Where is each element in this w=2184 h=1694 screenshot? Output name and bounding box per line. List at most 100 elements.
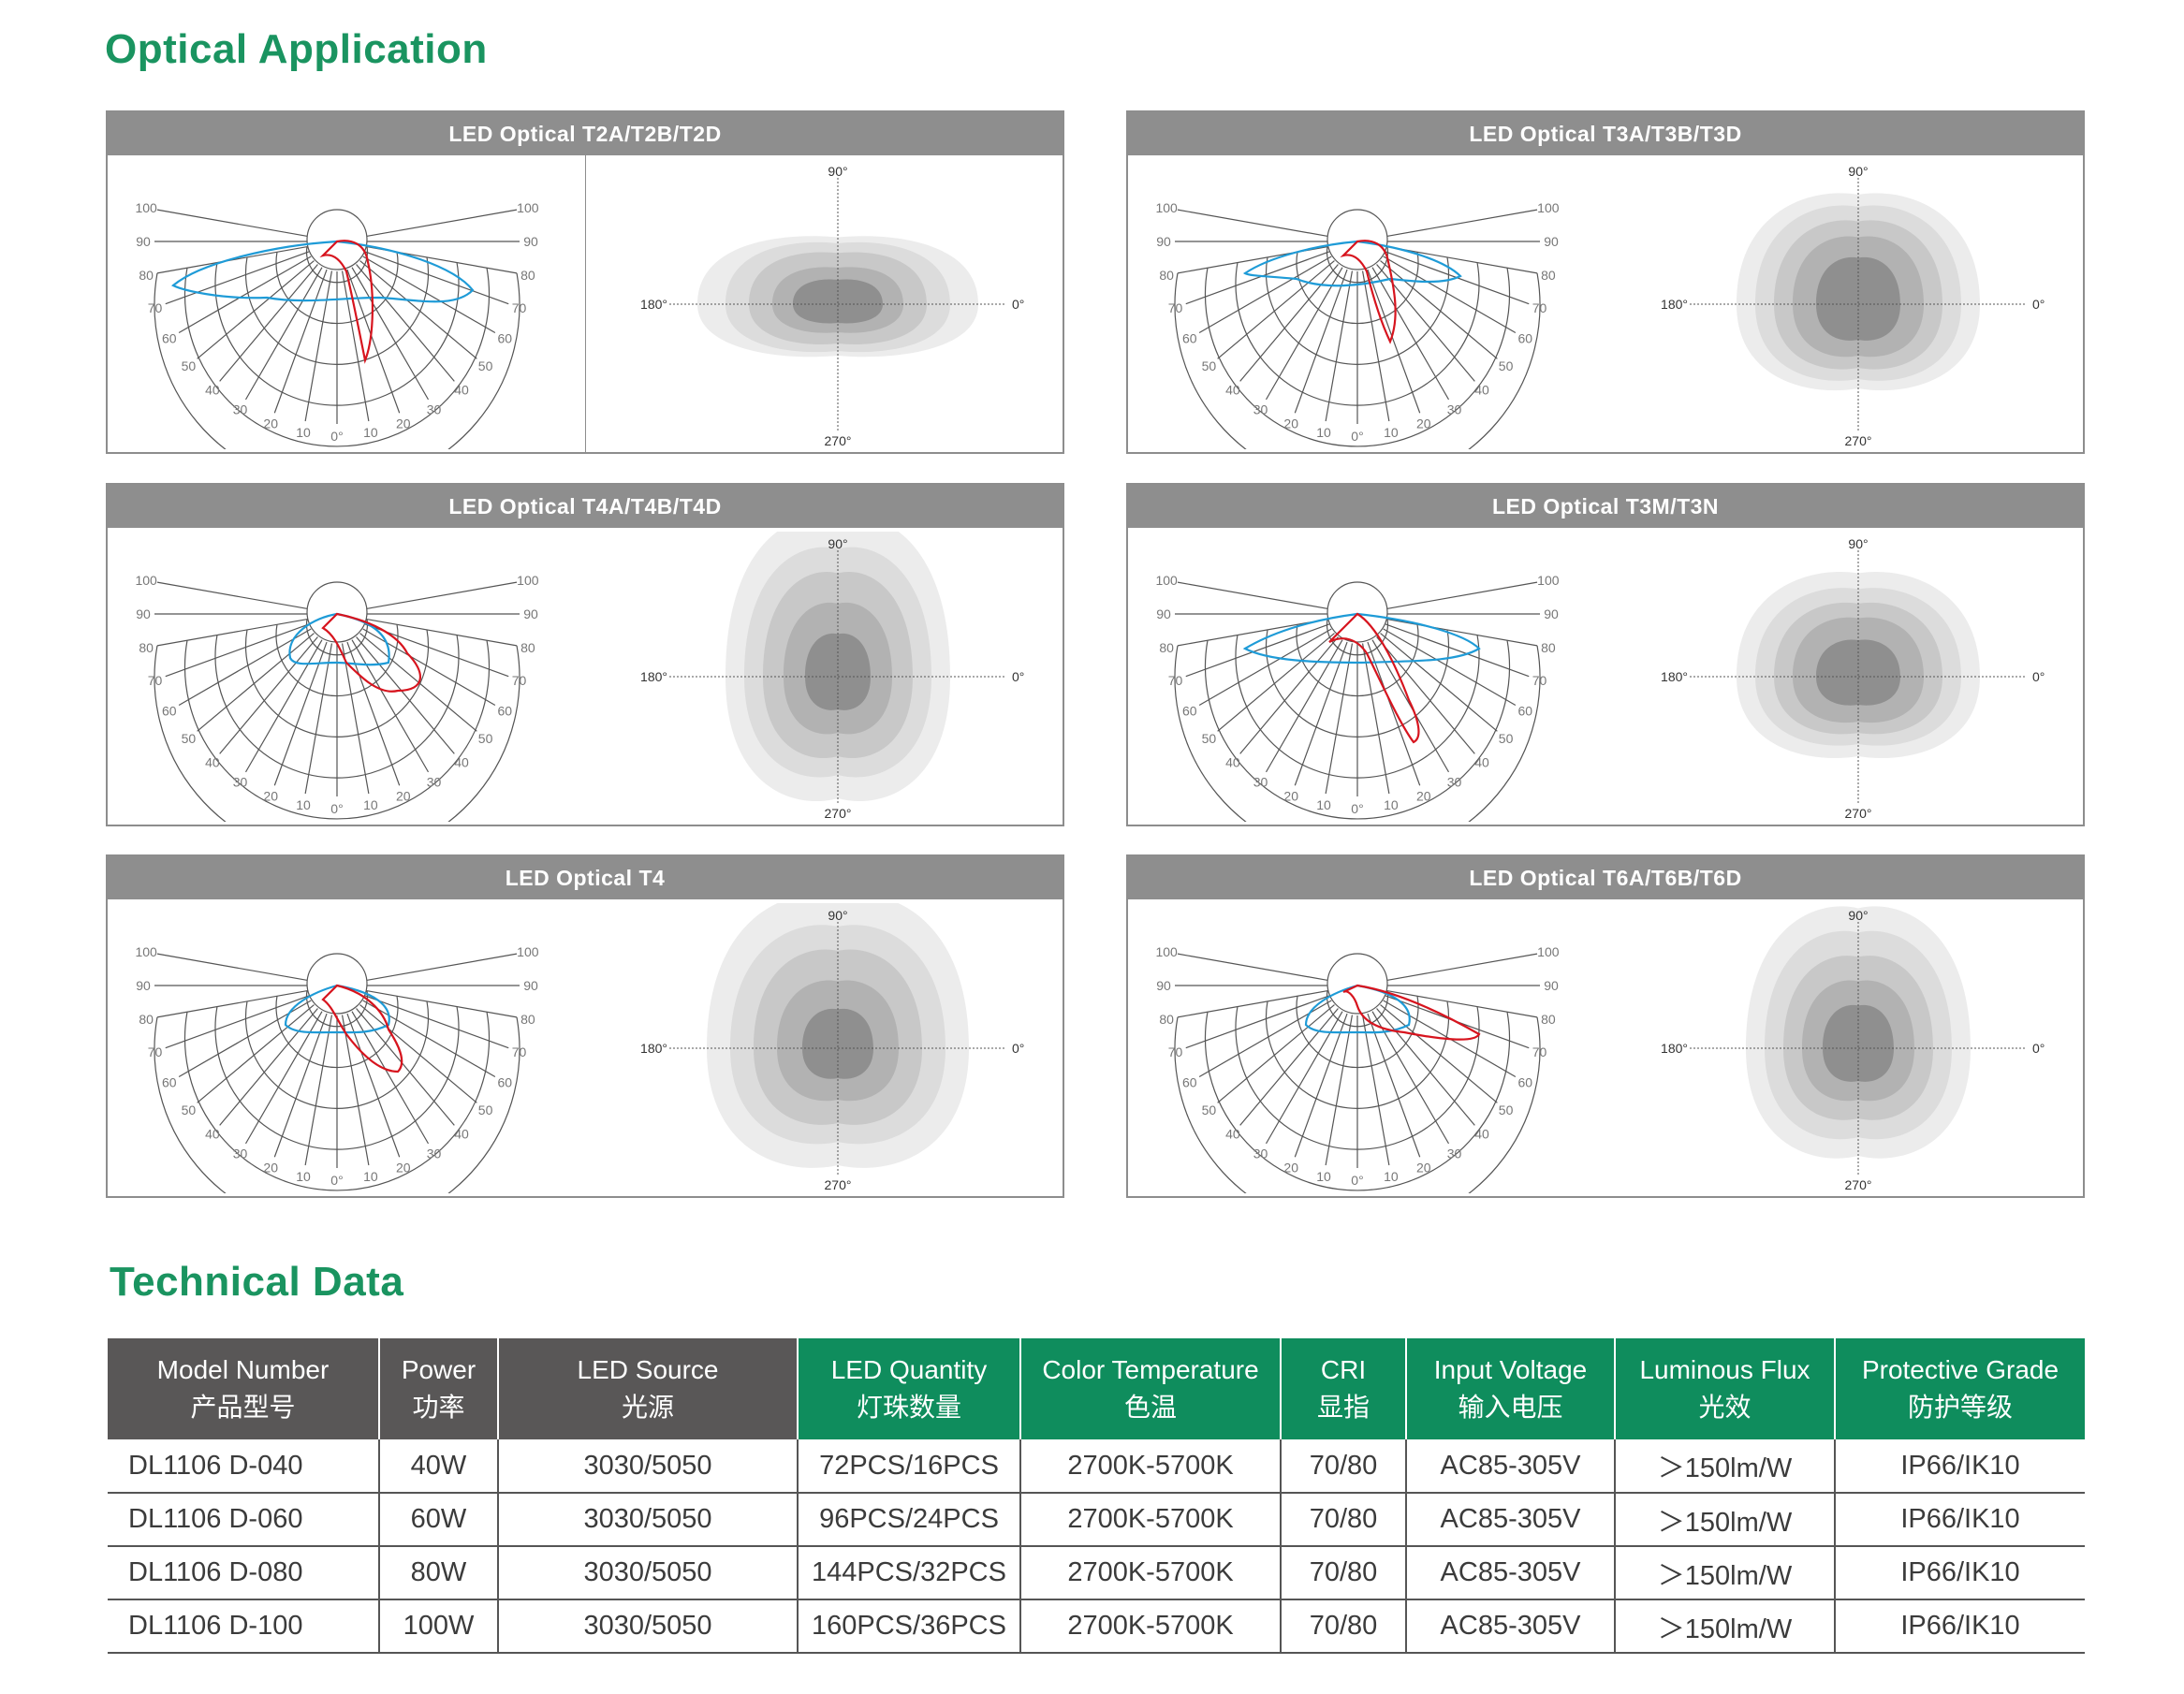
intensity-curve-blue <box>1242 612 1481 664</box>
isolux-axes <box>669 922 1006 1175</box>
cell-color-temperature: 2700K-5700K <box>1020 1599 1282 1654</box>
polar-angle-label: 60 <box>497 704 512 719</box>
polar-angle-label: 10 <box>296 1169 311 1184</box>
polar-angle-label: 70 <box>1532 673 1547 688</box>
polar-diagram: 100 100 90 90 80 80 70 70 60 60 50 50 40 40 30 30 20 20 10… <box>117 903 557 1233</box>
polar-angle-label: 60 <box>497 1075 512 1090</box>
cell-model: DL1106 D-040 <box>108 1439 380 1494</box>
polar-angle-label: 80 <box>1159 640 1174 655</box>
polar-angle-label: 80 <box>139 268 154 283</box>
polar-angle-label: 80 <box>520 268 535 283</box>
optical-panel-t4: LED Optical T4 100 100 90 90 80 80 70 70 60 60 50 5… <box>106 854 1064 1233</box>
polar-angle-label: 50 <box>182 358 197 373</box>
polar-angle-label: 20 <box>1283 1161 1298 1176</box>
cell-protective-grade: IP66/IK10 <box>1835 1546 2085 1600</box>
polar-angle-label: 100 <box>135 200 157 215</box>
polar-angle-label: 80 <box>1541 1012 1556 1027</box>
isolux-diagram: 90° 270° 180° 0° <box>1624 159 2074 449</box>
optical-panel-t3mn: LED Optical T3M/T3N 100 100 90 90 80 80 70 70 60… <box>1126 483 2085 861</box>
polar-grid <box>1174 953 1541 1233</box>
cell-led-quantity: 96PCS/24PCS <box>798 1493 1021 1547</box>
isolux-label-270: 270° <box>1845 806 1872 821</box>
cell-cri: 70/80 <box>1281 1546 1407 1600</box>
polar-angle-label: 80 <box>139 1012 154 1027</box>
isolux-label-270: 270° <box>825 433 852 448</box>
polar-angle-label: 40 <box>1474 1127 1489 1142</box>
polar-angle-label: 40 <box>454 755 469 770</box>
polar-angle-label: 70 <box>512 673 527 688</box>
panel-title: LED Optical T3M/T3N <box>1128 485 2083 528</box>
polar-angle-label: 30 <box>1253 1146 1268 1161</box>
cell-led-quantity: 72PCS/16PCS <box>798 1439 1021 1494</box>
intensity-curve-red <box>321 984 403 1073</box>
polar-angle-label: 40 <box>205 755 220 770</box>
cell-power: 80W <box>379 1546 499 1600</box>
polar-angle-label: 10 <box>363 425 378 440</box>
cell-protective-grade: IP66/IK10 <box>1835 1439 2085 1494</box>
isolux-label-270: 270° <box>825 806 852 821</box>
isolux-label-180: 180° <box>1661 1041 1688 1056</box>
panel-title: LED Optical T4A/T4B/T4D <box>108 485 1063 528</box>
cell-luminous-flux: ＞150lm/W <box>1615 1599 1836 1654</box>
polar-angle-label: 50 <box>1202 731 1217 746</box>
polar-angle-label: 70 <box>1532 300 1547 315</box>
isolux-chart-svg: 90° 270° 180° 0° <box>640 894 1024 1192</box>
optical-application-title: Optical Application <box>105 26 488 72</box>
isolux-label-90: 90° <box>1848 164 1868 179</box>
polar-grid <box>154 209 520 489</box>
polar-angle-label: 70 <box>1168 1044 1183 1059</box>
polar-angle-label: 100 <box>1537 573 1560 588</box>
header-protective-grade: Protective Grade 防护等级 <box>1835 1338 2085 1439</box>
polar-angle-label: 90 <box>1544 978 1559 993</box>
polar-angle-label: 50 <box>478 1103 493 1117</box>
polar-angle-label: 40 <box>1225 1127 1240 1142</box>
polar-grid <box>1174 209 1541 489</box>
optical-panel-t4abd: LED Optical T4A/T4B/T4D 100 100 90 90 80 80 70… <box>106 483 1064 861</box>
cell-color-temperature: 2700K-5700K <box>1020 1493 1282 1547</box>
intensity-curve-red <box>321 612 422 693</box>
polar-angle-label: 30 <box>1253 774 1268 789</box>
panel-title: LED Optical T4 <box>108 856 1063 899</box>
polar-angle-label: 10 <box>1384 797 1399 812</box>
cell-led-source: 3030/5050 <box>498 1493 799 1547</box>
isolux-axes <box>1690 550 2027 803</box>
polar-angle-label: 80 <box>520 640 535 655</box>
polar-angle-label: 40 <box>1474 383 1489 398</box>
polar-angle-label: 90 <box>136 234 151 249</box>
polar-angle-label: 30 <box>233 1146 248 1161</box>
polar-angle-label: 70 <box>148 1044 163 1059</box>
cell-input-voltage: AC85-305V <box>1406 1546 1616 1600</box>
polar-angle-label: 100 <box>1155 200 1178 215</box>
intensity-curve-blue <box>171 240 475 303</box>
polar-angle-label: 20 <box>1283 416 1298 431</box>
cell-led-source: 3030/5050 <box>498 1439 799 1494</box>
isolux-label-180: 180° <box>1661 297 1688 312</box>
polar-angle-label: 60 <box>1182 1075 1197 1090</box>
isolux-contours <box>1737 571 1980 758</box>
polar-angle-label: 70 <box>512 300 527 315</box>
cell-cri: 70/80 <box>1281 1493 1407 1547</box>
optical-panel-t6: LED Optical T6A/T6B/T6D 100 100 90 90 80 80 70… <box>1126 854 2085 1233</box>
intensity-curve-red <box>1340 240 1397 344</box>
polar-angle-label: 100 <box>1155 573 1178 588</box>
polar-angle-label: 60 <box>162 1075 177 1090</box>
polar-angle-label: 80 <box>1541 268 1556 283</box>
polar-angle-label: 40 <box>454 383 469 398</box>
polar-angle-label: 90 <box>1544 606 1559 621</box>
polar-angle-label: 60 <box>1182 331 1197 346</box>
isolux-axes <box>1690 178 2027 431</box>
polar-angle-label: 10 <box>296 797 311 812</box>
table-header-row: Model Number 产品型号 Power 功率 LED Source 光源 LE… <box>108 1338 2085 1439</box>
polar-diagram: 100 100 90 90 80 80 70 70 60 60 50 50 40 40 30 30 20 20 10… <box>1137 903 1577 1233</box>
polar-angle-label: 60 <box>1517 704 1532 719</box>
cell-luminous-flux: ＞150lm/W <box>1615 1493 1836 1547</box>
polar-angle-label: 30 <box>1447 774 1462 789</box>
isolux-axes <box>669 550 1006 803</box>
isolux-label-0: 0° <box>1012 669 1024 684</box>
technical-data-table: Model Number 产品型号 Power 功率 LED Source 光源 LE… <box>108 1338 2085 1654</box>
polar-diagram: 100 100 90 90 80 80 70 70 60 60 50 50 40 40 30 30 20 20 10… <box>117 159 557 489</box>
isolux-diagram: 90° 270° 180° 0° <box>1624 532 2074 822</box>
polar-angle-label: 10 <box>1316 1169 1331 1184</box>
